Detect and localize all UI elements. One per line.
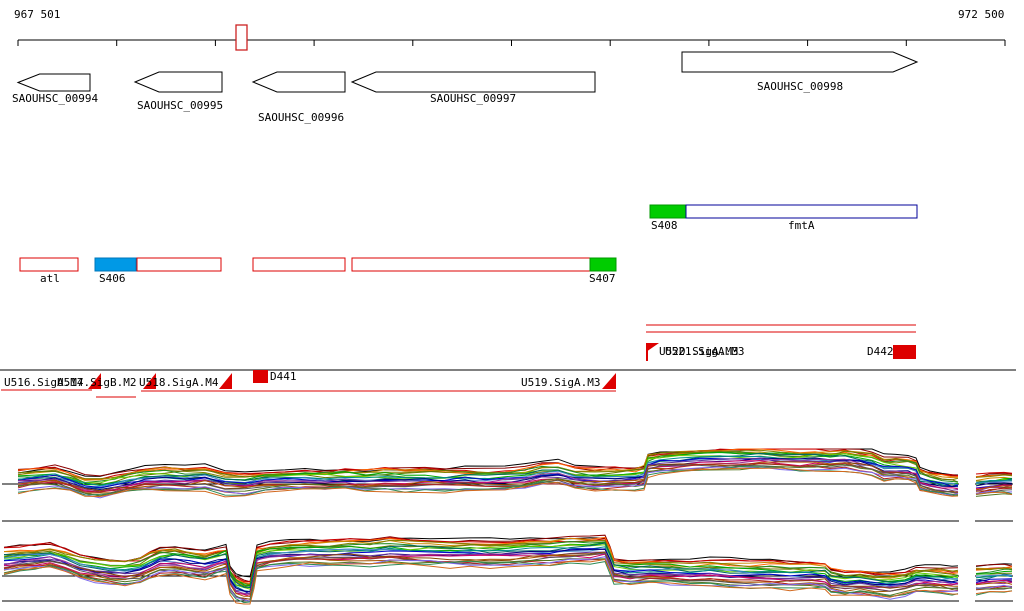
- tss-flag-head[interactable]: [646, 343, 659, 352]
- tss-flag-pole[interactable]: [646, 343, 648, 361]
- profile-trace: [3, 540, 959, 588]
- feature-box-transcript-4[interactable]: [351, 257, 617, 272]
- profile-trace: [17, 448, 959, 477]
- feature-label: SAOUHSC_00997: [430, 92, 517, 105]
- feature-box-fmtA[interactable]: [685, 204, 918, 219]
- tss-triangle[interactable]: [88, 373, 101, 389]
- profile-trace: [3, 556, 959, 603]
- feature-label: S407: [589, 272, 616, 285]
- gene-arrow-SAOUHSC_00998[interactable]: [681, 51, 919, 73]
- tss-triangle[interactable]: [602, 373, 616, 389]
- profile-trace: [975, 491, 1013, 496]
- feature-box-atl-transcript[interactable]: [19, 257, 79, 272]
- profile-trace: [18, 457, 959, 491]
- feature-label: SAOUHSC_00998: [757, 80, 844, 93]
- profile-trace: [17, 467, 959, 498]
- tss-box[interactable]: [253, 370, 268, 383]
- tss-triangle[interactable]: [143, 373, 156, 389]
- profile-trace: [975, 590, 1013, 595]
- profile-trace: [975, 574, 1013, 577]
- feature-label: U520.SigA.M3: [659, 345, 739, 358]
- feature-box-transcript-3[interactable]: [252, 257, 346, 272]
- ruler-end-label: 972 500: [958, 8, 1005, 21]
- feature-label: U518.SigA.M4: [139, 376, 219, 389]
- profile-trace: [17, 457, 959, 488]
- profile-trace: [975, 474, 1013, 478]
- selection-marker[interactable]: [235, 24, 248, 51]
- profile-trace: [975, 471, 1013, 475]
- feature-label: U517.SigB.M2: [57, 376, 137, 389]
- gene-arrow-SAOUHSC_00994[interactable]: [16, 73, 91, 92]
- feature-label: fmtA: [788, 219, 815, 232]
- feature-label: SAOUHSC_00996: [258, 111, 345, 124]
- feature-box-S406[interactable]: [94, 257, 137, 272]
- tss-box[interactable]: [893, 345, 916, 359]
- ruler-start-label: 967 501: [14, 8, 61, 21]
- feature-label: S406: [99, 272, 126, 285]
- gene-arrow-SAOUHSC_00995[interactable]: [133, 71, 223, 93]
- feature-box-transcript-2[interactable]: [136, 257, 222, 272]
- profile-trace: [975, 587, 1013, 590]
- profile-trace: [975, 485, 1012, 491]
- profile-trace: [975, 579, 1013, 585]
- tss-triangle[interactable]: [219, 373, 232, 389]
- feature-label: D441: [270, 370, 297, 383]
- profile-trace: [975, 493, 1013, 497]
- profile-trace: [3, 556, 959, 602]
- profile-trace: [975, 568, 1013, 574]
- profile-trace: [975, 584, 1013, 589]
- profile-trace: [17, 464, 959, 497]
- feature-label: U516.SigA.M4: [4, 376, 84, 389]
- feature-label: S408: [651, 219, 678, 232]
- profile-trace: [975, 570, 1013, 575]
- feature-box-S407[interactable]: [589, 257, 617, 272]
- profile-trace: [975, 563, 1013, 567]
- feature-label: SAOUHSC_00994: [12, 92, 99, 105]
- profile-trace: [3, 548, 959, 596]
- profile-trace: [3, 553, 959, 598]
- ruler: [17, 24, 1006, 51]
- feature-label: SAOUHSC_00995: [137, 99, 224, 112]
- profile-trace: [975, 581, 1013, 586]
- feature-label: U519.SigA.M3: [521, 376, 601, 389]
- profile-trace: [975, 487, 1013, 495]
- profile-trace: [17, 448, 958, 481]
- feature-label: D442: [867, 345, 894, 358]
- gene-arrow-SAOUHSC_00997[interactable]: [350, 71, 596, 93]
- feature-track: [19, 204, 918, 272]
- profile-trace: [975, 482, 1013, 487]
- profile-trace: [17, 452, 959, 489]
- gene-track: [16, 51, 919, 93]
- feature-box-S408[interactable]: [649, 204, 687, 219]
- profile-trace: [975, 480, 1013, 484]
- profile-trace: [975, 574, 1013, 579]
- feature-label: atl: [40, 272, 60, 285]
- profile-trace: [975, 479, 1013, 484]
- feature-label: U521.SigA.M3: [665, 345, 745, 358]
- profile-trace: [3, 558, 959, 605]
- gene-arrow-SAOUHSC_00996[interactable]: [251, 71, 346, 93]
- profile-track: [2, 448, 1013, 605]
- profile-trace: [3, 542, 959, 589]
- tss-track: [0, 324, 1016, 398]
